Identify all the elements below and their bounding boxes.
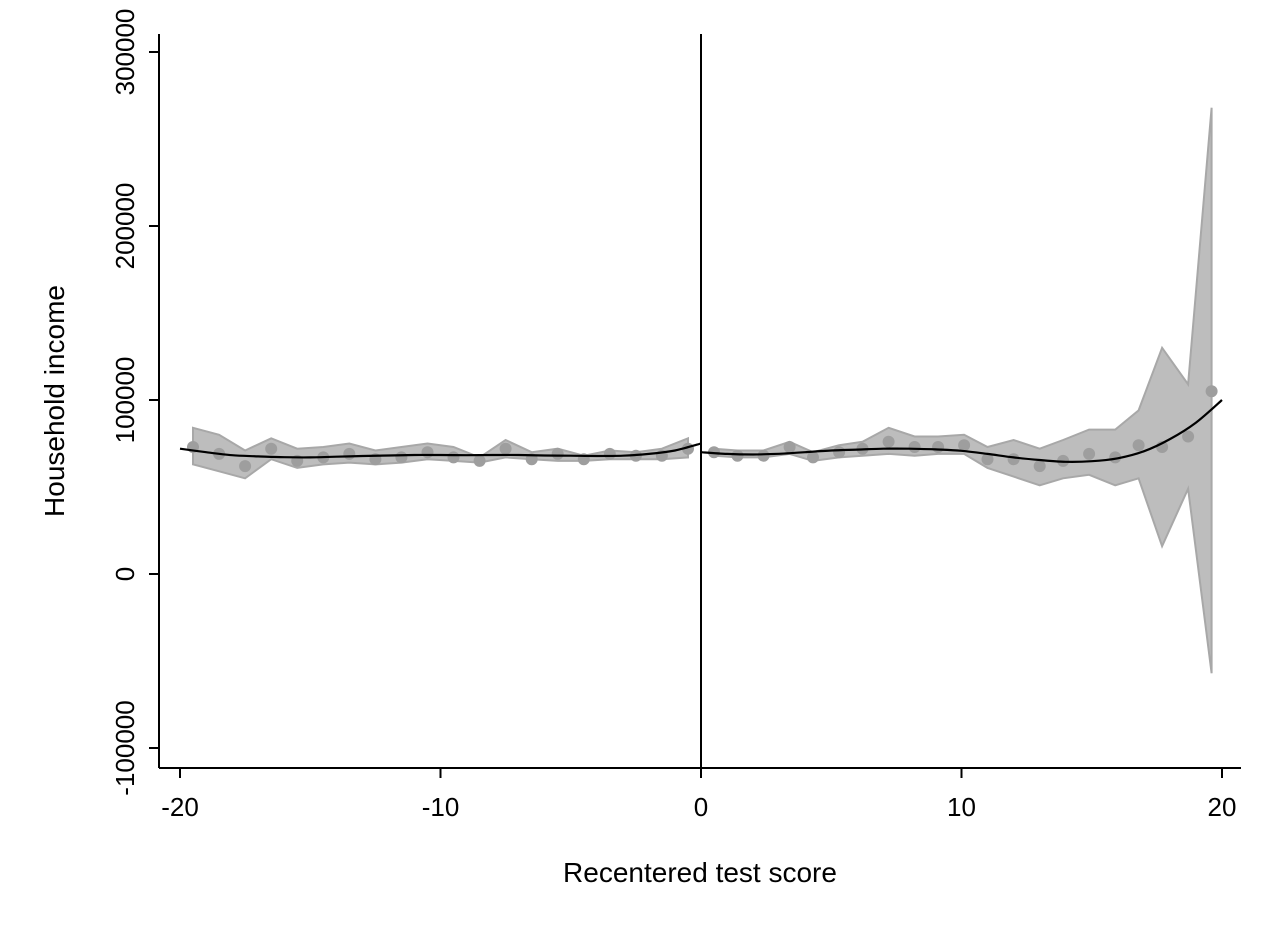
axes-layer (149, 34, 1241, 778)
data-point (1182, 430, 1195, 443)
x-tick-label: -10 (422, 792, 460, 822)
data-point (603, 447, 616, 460)
data-point (395, 451, 408, 464)
data-point (958, 439, 971, 452)
data-point (731, 449, 744, 462)
x-tick-label: 10 (947, 792, 976, 822)
fit-lines-layer (179, 399, 1223, 463)
fit-line-right (700, 399, 1223, 463)
tick-labels-layer: -20 -10 0 10 20 -100000 0 100000 200000 300000 (110, 9, 1236, 822)
data-point (1007, 453, 1020, 466)
x-tick-label: -20 (161, 792, 199, 822)
data-point (447, 451, 460, 464)
data-point (473, 454, 486, 467)
data-point (1033, 460, 1046, 473)
data-point (551, 447, 564, 460)
data-point (1109, 451, 1122, 464)
confidence-band-layer (192, 107, 1213, 674)
x-tick-label: 0 (694, 792, 708, 822)
data-point (757, 449, 770, 462)
data-point (807, 451, 819, 464)
data-point (265, 442, 278, 455)
fit-line-left (179, 442, 702, 459)
data-point (1083, 447, 1096, 460)
data-point (981, 453, 994, 466)
data-point (932, 441, 945, 453)
data-point (239, 460, 252, 473)
x-axis-title: Recentered test score (563, 857, 837, 888)
data-point (833, 446, 846, 459)
data-point (783, 441, 796, 453)
x-tick-label: 20 (1208, 792, 1237, 822)
y-tick-label: 300000 (110, 9, 140, 96)
data-point (1132, 439, 1145, 452)
data-point (908, 441, 921, 453)
y-tick-label: 100000 (110, 357, 140, 444)
y-tick-label: -100000 (110, 700, 140, 795)
y-axis-title: Household income (39, 285, 70, 517)
ci-band-right (713, 107, 1213, 674)
data-point (421, 446, 434, 459)
y-tick-label: 0 (110, 567, 140, 581)
ci-band-left (192, 426, 689, 480)
data-point (499, 442, 512, 455)
y-tick-label: 200000 (110, 183, 140, 270)
data-point (882, 435, 895, 448)
data-point (343, 447, 356, 460)
data-point (1205, 385, 1218, 398)
